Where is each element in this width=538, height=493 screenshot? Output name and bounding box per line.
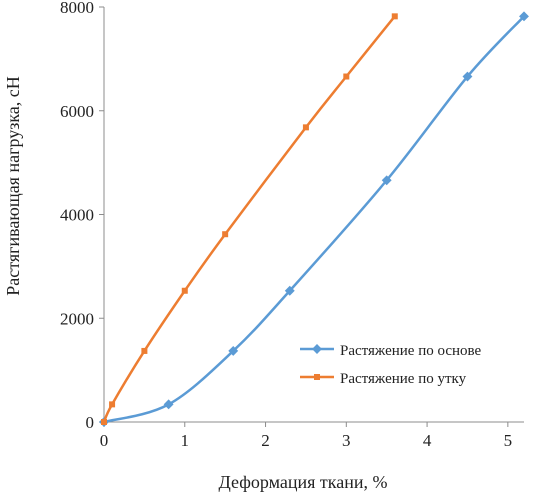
data-point (222, 231, 229, 238)
data-point (181, 287, 188, 294)
x-axis-label: Деформация ткани, % (219, 472, 388, 492)
data-point (302, 124, 309, 131)
legend-marker-1 (314, 374, 320, 380)
x-tick-label: 0 (100, 431, 109, 450)
legend-item-1: Растяжение по утку (300, 371, 467, 387)
legend-marker-0 (312, 344, 322, 354)
series-group (99, 11, 529, 427)
data-point (228, 345, 239, 356)
y-tick-label: 4000 (60, 206, 94, 225)
data-point (343, 73, 350, 80)
data-point (381, 175, 392, 186)
data-point (391, 13, 398, 20)
y-axis-label: Растягивающая нагрузка, сН (3, 76, 23, 296)
y-tick-label: 8000 (60, 0, 94, 17)
data-point (141, 347, 148, 354)
x-tick-label: 2 (261, 431, 270, 450)
data-point (163, 399, 174, 410)
axes (103, 7, 524, 423)
data-point (519, 11, 529, 22)
data-point (284, 285, 295, 296)
y-tick-label: 6000 (60, 102, 94, 121)
ticks: 0 1 2 3 4 5 0 2000 4000 6000 8000 (60, 0, 512, 450)
series-line-1 (102, 15, 396, 423)
x-tick-label: 5 (504, 431, 513, 450)
series-line-0 (103, 15, 525, 424)
legend-label-1: Растяжение по утку (340, 371, 467, 387)
y-tick-label: 2000 (60, 309, 94, 328)
y-tick-label: 0 (86, 413, 95, 432)
data-point (109, 401, 116, 408)
legend-label-0: Растяжение по основе (340, 343, 482, 359)
x-tick-label: 1 (181, 431, 190, 450)
data-point (101, 419, 107, 425)
legend: Растяжение по основе Растяжение по утку (300, 343, 482, 387)
x-tick-label: 4 (423, 431, 432, 450)
legend-item-0: Растяжение по основе (300, 343, 482, 359)
x-tick-label: 3 (342, 431, 351, 450)
